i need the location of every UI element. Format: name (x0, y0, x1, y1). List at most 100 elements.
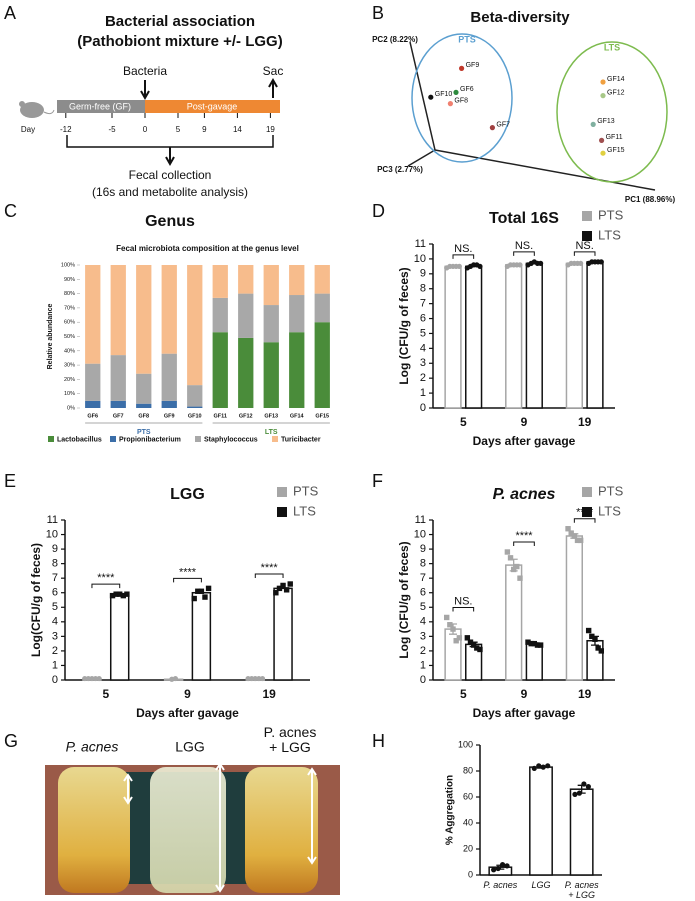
data-point (82, 675, 88, 682)
significance-label: NS. (454, 595, 472, 607)
legend-swatch (582, 211, 592, 221)
data-point (504, 863, 510, 869)
bar (273, 587, 293, 681)
data-point (598, 648, 604, 654)
data-point (528, 640, 534, 647)
y-tick-label: 100 (458, 739, 473, 749)
point (590, 121, 596, 127)
data-point (456, 263, 462, 269)
day-tick-label: -5 (108, 125, 116, 134)
legend-swatch (582, 487, 592, 497)
point-label: GF6 (460, 86, 474, 93)
bar-segment (263, 305, 279, 343)
point-label: GF8 (454, 97, 468, 104)
data-point (96, 675, 102, 682)
bar-segment (136, 265, 152, 374)
tube (245, 767, 318, 893)
y-tick-label: 3 (420, 630, 426, 642)
bar (565, 535, 583, 681)
legend-swatch (582, 507, 592, 517)
y-tick-label: 11 (415, 514, 426, 526)
data-point (531, 640, 538, 647)
data-point (585, 784, 591, 790)
y-tick-label: 80% (64, 291, 75, 297)
significance-bracket (452, 254, 475, 259)
x-tick-label: 19 (262, 687, 276, 701)
y-tick-label: 1 (420, 659, 426, 671)
phase-label: Post-gavage (187, 101, 238, 111)
significance-label: NS. (454, 243, 472, 255)
data-point (256, 675, 262, 682)
y-tick-label: 9 (420, 268, 426, 280)
point (459, 65, 465, 71)
data-point (574, 537, 581, 544)
bar (565, 262, 583, 409)
x-tick-label-box: 5 (460, 687, 467, 700)
legend-label: Propionibacterium (119, 436, 181, 443)
data-point (514, 563, 520, 570)
chart-title: Beta-diversity (470, 9, 570, 26)
x-tick-label: GF12 (239, 413, 253, 419)
y-tick-label: 10 (414, 528, 426, 540)
photo: P. acnes LGG P. acnes + LGG (45, 725, 340, 895)
legend-label: Staphylococcus (204, 436, 258, 443)
panel-letter: E (4, 471, 16, 491)
chart-title: Genus (145, 213, 195, 230)
y-tick-label: 6 (420, 312, 426, 324)
x-tick-label: GF9 (164, 413, 175, 419)
point (453, 89, 459, 95)
x-tick-label: GF7 (113, 413, 124, 419)
bar (505, 564, 523, 681)
x-tick-label-box: P. acnes + LGG (565, 880, 599, 900)
x-tick-label-box: P. acnes (483, 880, 517, 890)
data-point (595, 645, 601, 651)
bacteria-label: Bacteria (123, 64, 167, 78)
height-arrow (215, 762, 225, 893)
chart-title: P. acnes (493, 486, 556, 503)
tube-label: P. acnes (66, 739, 119, 755)
significance-bracket (573, 251, 596, 256)
bar (191, 591, 212, 681)
bar-segment (110, 265, 126, 356)
data-point (525, 639, 531, 645)
bar-segment (289, 332, 305, 408)
x-tick-label-box: 5 (460, 415, 467, 428)
bar (444, 265, 462, 409)
data-point (447, 622, 453, 628)
point (447, 101, 453, 107)
x-tick-label: 9 (520, 687, 528, 701)
significance-bracket (254, 573, 284, 578)
y-tick-label: 6 (52, 587, 58, 599)
y-tick-label: 5 (52, 601, 58, 613)
y-tick-label: 10 (46, 528, 58, 540)
group-label: LTS (604, 42, 620, 52)
y-tick-label: 0 (468, 869, 473, 879)
y-tick-label: 6 (420, 587, 426, 599)
x-tick-label: GF14 (290, 413, 305, 419)
y-axis-label: Log (CFU/g of feces) (397, 267, 411, 384)
y-tick-label: 4 (420, 616, 426, 628)
tube-label: P. acnes + LGG (263, 725, 317, 756)
data-point (120, 592, 127, 599)
x-tick-label: GF13 (264, 413, 278, 419)
x-tick-label-box: 9 (521, 415, 528, 428)
significance-bracket (573, 518, 596, 523)
point (600, 79, 606, 85)
bar-segment (187, 385, 203, 407)
group-ellipse (411, 33, 513, 163)
data-point (598, 259, 604, 265)
y-tick-label: 4 (420, 342, 426, 354)
data-point (510, 566, 517, 573)
legend-swatch (48, 436, 54, 442)
legend-swatch (110, 436, 116, 442)
day-tick-label: -12 (60, 125, 72, 134)
y-tick-label: 7 (52, 572, 58, 584)
data-point (572, 791, 578, 798)
x-tick-label-box: 5 (102, 687, 109, 700)
y-tick-label: 8 (420, 283, 426, 295)
diagram-subtitle: (Pathobiont mixture +/- LGG) (77, 33, 282, 50)
point-label: GF13 (597, 118, 615, 125)
y-tick-label: 4 (52, 616, 58, 628)
y-axis-label: Relative abundance (47, 304, 54, 370)
point (599, 137, 605, 143)
